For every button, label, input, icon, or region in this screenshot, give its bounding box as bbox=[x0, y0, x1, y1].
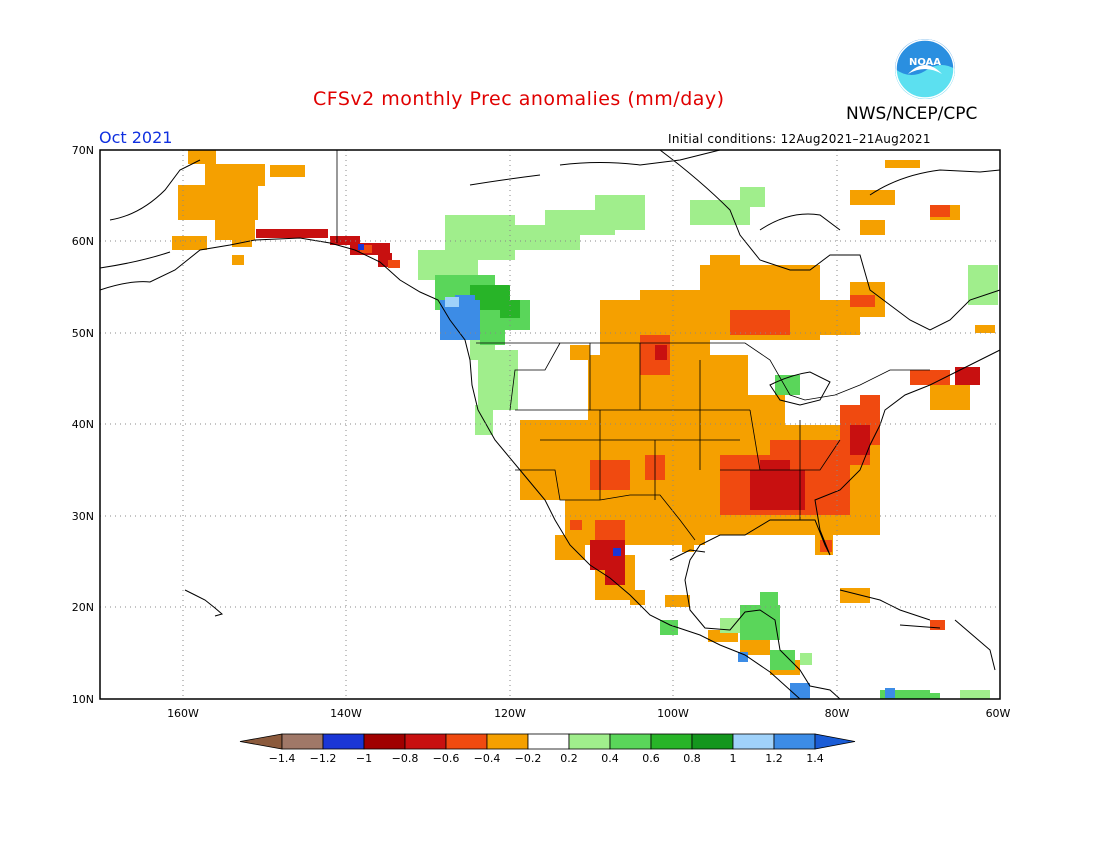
colorbar-swatch bbox=[281, 733, 324, 750]
agency-label: NWS/NCEP/CPC bbox=[846, 104, 978, 124]
noaa-logo: NOAA bbox=[895, 39, 955, 99]
colorbar-arrow-high bbox=[814, 733, 856, 750]
map-title: CFSv2 monthly Prec anomalies (mm/day) bbox=[313, 88, 725, 110]
wet-region-central-america bbox=[660, 375, 940, 699]
graticule bbox=[100, 150, 1000, 699]
lon-label: 120W bbox=[494, 707, 526, 720]
latitude-labels: 70N 60N 50N 40N 30N 20N 10N bbox=[72, 144, 94, 706]
wet-region-panama bbox=[738, 652, 895, 699]
colorbar-label: 0.2 bbox=[560, 752, 578, 765]
lat-label: 70N bbox=[72, 144, 94, 157]
colorbar-swatch bbox=[486, 733, 529, 750]
colorbar-swatch bbox=[363, 733, 406, 750]
lon-label: 80W bbox=[825, 707, 850, 720]
dry-region-north-america bbox=[520, 160, 995, 675]
lat-label: 20N bbox=[72, 601, 94, 614]
colorbar-label: −0.6 bbox=[433, 752, 460, 765]
lon-label: 100W bbox=[657, 707, 689, 720]
dry-region-strong bbox=[590, 345, 980, 585]
colorbar-swatch bbox=[527, 733, 570, 750]
lon-label: 60W bbox=[986, 707, 1011, 720]
colorbar: −1.4 −1.2 −1 −0.8 −0.6 −0.4 −0.2 0.2 0.4 0.6 0.8 1 1… bbox=[239, 733, 856, 765]
colorbar-label: 0.4 bbox=[601, 752, 619, 765]
coastlines bbox=[99, 149, 1001, 700]
colorbar-label: −0.2 bbox=[515, 752, 542, 765]
colorbar-swatch bbox=[609, 733, 652, 750]
anomaly-shading bbox=[172, 150, 998, 699]
colorbar-label: −1.2 bbox=[310, 752, 337, 765]
colorbar-label: 0.6 bbox=[642, 752, 660, 765]
colorbar-swatch bbox=[322, 733, 365, 750]
lon-label: 160W bbox=[167, 707, 199, 720]
colorbar-label: 0.8 bbox=[683, 752, 701, 765]
colorbar-swatch bbox=[773, 733, 816, 750]
initial-conditions-label: Initial conditions: 12Aug2021–21Aug2021 bbox=[668, 132, 931, 146]
colorbar-label: 1 bbox=[730, 752, 737, 765]
lat-label: 60N bbox=[72, 235, 94, 248]
map-frame bbox=[99, 149, 1001, 700]
lat-label: 50N bbox=[72, 327, 94, 340]
colorbar-swatch bbox=[568, 733, 611, 750]
colorbar-arrow-low bbox=[239, 733, 283, 750]
lat-label: 40N bbox=[72, 418, 94, 431]
colorbar-label: 1.2 bbox=[765, 752, 783, 765]
colorbar-swatch bbox=[691, 733, 734, 750]
colorbar-label: −0.8 bbox=[392, 752, 419, 765]
colorbar-swatch bbox=[445, 733, 488, 750]
colorbar-swatch bbox=[404, 733, 447, 750]
lat-label: 30N bbox=[72, 510, 94, 523]
colorbar-label: −1 bbox=[356, 752, 372, 765]
noaa-logo-text: NOAA bbox=[909, 57, 941, 68]
forecast-month-label: Oct 2021 bbox=[99, 128, 173, 147]
dry-region-alaska bbox=[172, 150, 305, 265]
lat-label: 10N bbox=[72, 693, 94, 706]
colorbar-label: −0.4 bbox=[474, 752, 501, 765]
colorbar-swatch bbox=[732, 733, 775, 750]
colorbar-label: 1.4 bbox=[806, 752, 824, 765]
colorbar-label: −1.4 bbox=[269, 752, 296, 765]
borders bbox=[336, 150, 930, 541]
lon-label: 140W bbox=[330, 707, 362, 720]
longitude-labels: 160W 140W 120W 100W 80W 60W bbox=[167, 707, 1010, 720]
colorbar-swatch bbox=[650, 733, 693, 750]
